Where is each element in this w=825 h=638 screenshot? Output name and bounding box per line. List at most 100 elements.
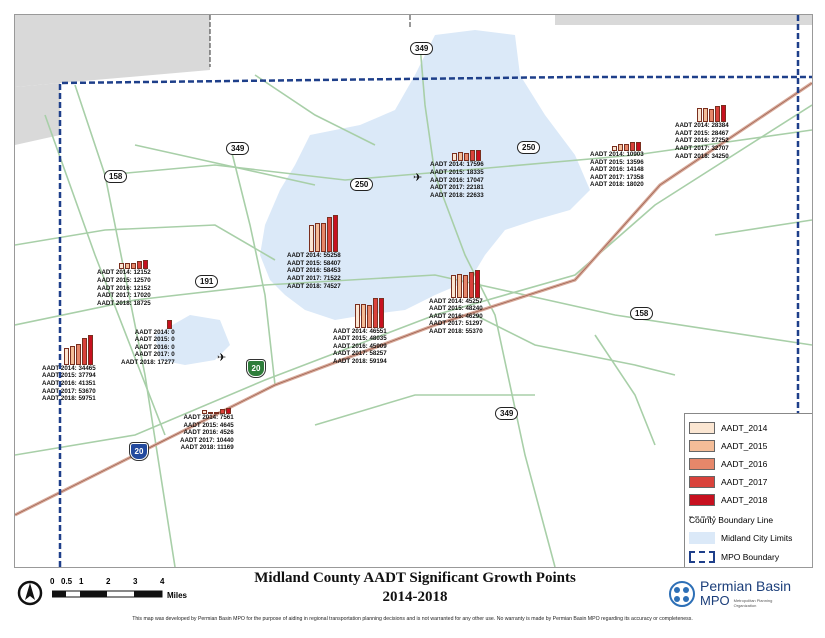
legend-item-mpo-boundary: MPO Boundary	[689, 549, 779, 565]
interstate-shield-20: 20	[130, 443, 148, 460]
aadt-site[interactable]: AADT 2014: 10903 AADT 2015: 13596 AADT 2…	[590, 142, 644, 189]
aadt-2016-label: AADT 2016: 58453	[287, 267, 341, 275]
aadt-bar-group	[354, 298, 387, 328]
aadt-bar-2014	[308, 224, 314, 253]
highway-shield-349: 349	[226, 142, 250, 155]
mpo-boundary-swatch	[689, 551, 715, 563]
aadt-2017-label: AADT 2017: 17358	[590, 173, 644, 181]
highway-shield-158: 158	[630, 307, 654, 320]
aadt-bar-2018	[720, 105, 726, 123]
city-limits-swatch	[689, 532, 715, 544]
city-limits-area	[260, 30, 590, 320]
aadt-2018-label: AADT 2018: 59194	[333, 357, 387, 365]
aadt-site[interactable]: AADT 2014: 12152 AADT 2015: 12570 AADT 2…	[97, 260, 151, 307]
aadt-bar-2017	[136, 260, 142, 270]
legend-item-city-limits: Midland City Limits	[689, 530, 792, 546]
aadt-bar-2018	[378, 298, 384, 328]
logo-name: Permian Basin	[700, 578, 792, 594]
legend-swatch	[689, 494, 715, 506]
aadt-2014-label: AADT 2014: 45257	[429, 297, 483, 305]
aadt-2014-label: AADT 2014: 0	[134, 328, 175, 336]
legend-item-aadt-2018: AADT_2018	[689, 492, 767, 508]
aadt-bar-group	[450, 270, 483, 298]
aadt-site[interactable]: AADT 2014: 28384 AADT 2015: 28467 AADT 2…	[675, 105, 729, 160]
aadt-bar-2018	[474, 270, 480, 298]
aadt-2018-label: AADT 2018: 34250	[675, 152, 729, 160]
scale-bar-graphic	[52, 590, 163, 598]
aadt-2017-label: AADT 2017: 58257	[333, 350, 387, 358]
aadt-2018-label: AADT 2018: 17277	[121, 359, 175, 366]
aadt-bar-group	[451, 150, 484, 162]
aadt-bar-2016	[366, 304, 372, 328]
highway-shield-250: 250	[350, 178, 374, 191]
map-frame[interactable]: 349 349 250 250 158 191 158 349 20 20 ✈ …	[14, 14, 813, 568]
legend-item-aadt-2017: AADT_2017	[689, 474, 767, 490]
scale-tick-label: 1	[79, 577, 84, 586]
aadt-2016-label: AADT 2016: 0	[134, 343, 175, 351]
aadt-bar-2016	[320, 223, 326, 253]
aadt-site[interactable]: AADT 2014: 0 AADT 2015: 0 AADT 2016: 0 A…	[121, 320, 175, 367]
outside-county-area	[15, 15, 210, 87]
aadt-bar-2017	[326, 216, 332, 253]
aadt-2014-label: AADT 2014: 17596	[430, 161, 484, 169]
aadt-2015-label: AADT 2015: 48240	[429, 305, 483, 313]
aadt-bar-2014	[450, 275, 456, 298]
aadt-bar-2014	[611, 145, 617, 151]
aadt-bar-2015	[457, 152, 463, 162]
legend-label: Midland City Limits	[721, 533, 793, 543]
aadt-2014-label: AADT 2014: 7561	[183, 414, 234, 421]
logo-subtitle: Metropolitan Planning Organization	[733, 598, 773, 608]
legend-item-aadt-2015: AADT_2015	[689, 438, 767, 454]
aadt-2015-label: AADT 2015: 48035	[333, 335, 387, 343]
aadt-2014-label: AADT 2014: 46551	[333, 327, 387, 335]
aadt-labels: AADT 2014: 45257 AADT 2015: 48240 AADT 2…	[429, 298, 483, 336]
aadt-labels: AADT 2014: 17596 AADT 2015: 18335 AADT 2…	[430, 161, 484, 199]
map-legend: AADT_2014 AADT_2015 AADT_2016 AADT_2017 …	[684, 413, 812, 567]
aadt-labels: AADT 2014: 10903 AADT 2015: 13596 AADT 2…	[590, 151, 644, 189]
interstate-shield-20: 20	[247, 360, 265, 377]
legend-label: AADT_2014	[721, 423, 768, 433]
aadt-bar-2014	[118, 263, 124, 270]
aadt-2015-label: AADT 2015: 18335	[430, 168, 484, 176]
north-arrow-icon	[17, 580, 43, 606]
aadt-bar-2018	[142, 260, 148, 270]
map-title-line2: 2014-2018	[382, 589, 448, 605]
aadt-site[interactable]: AADT 2014: 46551 AADT 2015: 48035 AADT 2…	[333, 298, 387, 366]
aadt-bar-2016	[75, 344, 81, 365]
aadt-site[interactable]: AADT 2014: 7561 AADT 2015: 4645 AADT 201…	[180, 408, 234, 452]
aadt-bar-group	[63, 335, 96, 365]
aadt-bar-2016	[462, 274, 468, 298]
aadt-2017-label: AADT 2017: 32707	[675, 144, 729, 152]
aadt-bar-2018	[225, 408, 231, 414]
aadt-site[interactable]: AADT 2014: 17596 AADT 2015: 18335 AADT 2…	[430, 150, 484, 199]
aadt-bar-2014	[696, 107, 702, 123]
legend-label: AADT_2016	[721, 459, 768, 469]
aadt-2014-label: AADT 2014: 55258	[287, 252, 341, 260]
legend-item-county-boundary: County Boundary Line	[689, 512, 773, 528]
aadt-bar-2015	[69, 345, 75, 365]
aadt-bar-2017	[372, 298, 378, 328]
legend-label: AADT_2017	[721, 477, 768, 487]
aadt-2017-label: AADT 2017: 53670	[42, 387, 96, 395]
aadt-bar-2015	[617, 144, 623, 151]
aadt-bar-group	[118, 260, 151, 270]
aadt-bar-2014	[354, 304, 360, 328]
aadt-2016-label: AADT 2016: 27252	[675, 137, 729, 145]
aadt-bar-2017	[468, 272, 474, 298]
legend-swatch	[689, 440, 715, 452]
aadt-site[interactable]: AADT 2014: 34465 AADT 2015: 37794 AADT 2…	[42, 335, 96, 403]
aadt-2017-label: AADT 2017: 71522	[287, 275, 341, 283]
outside-county-area	[555, 15, 812, 25]
legend-label: County Boundary Line	[689, 515, 774, 525]
airport-icon: ✈	[217, 352, 227, 364]
aadt-site[interactable]: AADT 2014: 45257 AADT 2015: 48240 AADT 2…	[429, 270, 483, 336]
mpo-boundary-line	[58, 75, 812, 567]
scale-tick-label: 0	[50, 577, 55, 586]
aadt-bar-2015	[702, 107, 708, 123]
aadt-bar-2016	[708, 108, 714, 123]
highway-shield-191: 191	[195, 275, 219, 288]
aadt-bar-group	[696, 105, 729, 123]
aadt-labels: AADT 2014: 55258 AADT 2015: 58407 AADT 2…	[287, 252, 341, 290]
aadt-2015-label: AADT 2015: 58407	[287, 259, 341, 267]
aadt-site[interactable]: AADT 2014: 55258 AADT 2015: 58407 AADT 2…	[287, 215, 341, 290]
